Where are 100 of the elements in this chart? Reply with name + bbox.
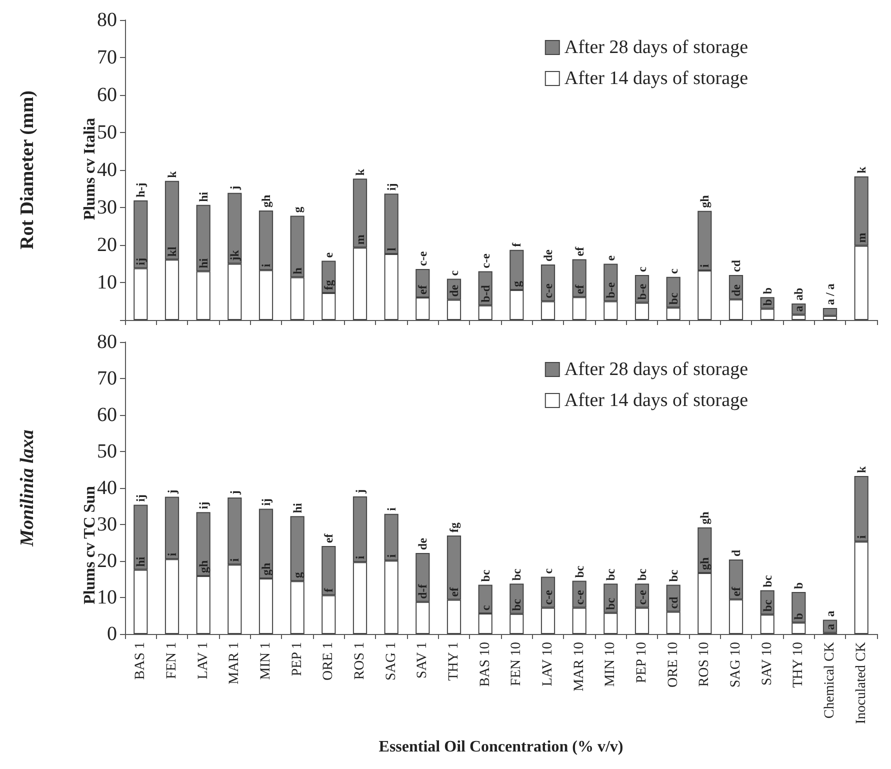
x-tick-label: THY 1: [446, 642, 462, 681]
x-tick-label: SAV 1: [415, 642, 430, 678]
data-label: bc: [572, 565, 586, 578]
data-label: ij: [134, 494, 148, 502]
x-tick-label: FEN 1: [164, 642, 180, 679]
data-label: de: [416, 537, 430, 550]
data-label: i: [384, 554, 398, 558]
data-label: g: [290, 572, 304, 578]
y-tick-label: 60: [97, 84, 117, 106]
y-tick-label: 40: [97, 159, 117, 181]
data-label: bc: [635, 568, 649, 581]
text: Plums cv Italia: [82, 118, 98, 220]
data-label: kl: [165, 246, 179, 257]
data-label: ij: [259, 498, 273, 506]
data-label: jk: [228, 250, 242, 262]
data-label: a: [792, 306, 806, 312]
data-label: bc: [510, 598, 524, 611]
data-label: ef: [572, 284, 586, 294]
data-label: f: [510, 242, 524, 247]
data-label: gh: [259, 562, 273, 576]
y-tick-label: 70: [97, 368, 117, 390]
data-label: ef: [729, 586, 743, 596]
data-label: gh: [698, 557, 712, 570]
data-label: c: [478, 604, 492, 611]
data-label: l: [384, 247, 398, 251]
y-tick-label: 70: [97, 46, 117, 68]
bar: [822, 308, 838, 316]
data-label: d-f: [416, 583, 430, 599]
data-label: k: [165, 170, 179, 178]
data-label: ef: [416, 284, 430, 294]
x-tick-label: ROS 10: [697, 642, 712, 687]
data-label: ab: [792, 288, 806, 300]
x-tick-label: PEP 10: [634, 642, 650, 684]
data-label: j: [228, 186, 242, 191]
data-label: a: [823, 610, 837, 617]
data-label: c-e: [478, 252, 492, 268]
y-tick-label: 10: [97, 272, 117, 294]
data-label: ef: [322, 532, 336, 544]
data-label: cd: [729, 260, 743, 272]
y-tick-label: 10: [97, 586, 117, 608]
data-label: m: [353, 234, 367, 245]
legend-label: After 14 days of storage: [564, 68, 748, 89]
data-label: i: [698, 264, 712, 268]
x-tick-label: LAV 1: [196, 642, 211, 680]
data-label: b-d: [478, 284, 492, 302]
data-label: m: [854, 232, 868, 243]
data-label: de: [447, 284, 461, 297]
data-label: c: [541, 568, 555, 574]
data-label: bc: [604, 568, 618, 581]
data-label: hi: [196, 191, 210, 202]
data-label: ef: [572, 246, 586, 256]
legend-label: After 28 days of storage: [564, 37, 748, 58]
data-label: j: [165, 490, 179, 495]
x-tick-label: ORE 10: [666, 642, 681, 688]
data-label: g: [290, 206, 304, 213]
data-label: fg: [322, 280, 336, 290]
x-tick-label: Inoculated CK: [854, 642, 869, 724]
data-label: h: [290, 267, 304, 274]
data-label: ij: [196, 502, 210, 510]
data-label: f: [322, 587, 336, 592]
x-tick-label: PEP 1: [290, 642, 305, 676]
x-tick-label: BAS 10: [478, 642, 493, 687]
x-axis-title: Essential Oil Concentration (% v/v): [378, 738, 624, 756]
data-label: cd: [666, 596, 680, 609]
data-label: i: [165, 552, 179, 556]
data-label: b: [792, 582, 806, 590]
x-tick-label: FEN 10: [509, 642, 524, 686]
x-tick-label: ORE 1: [321, 642, 336, 680]
data-label: gh: [259, 194, 273, 208]
data-label: i: [854, 534, 868, 539]
data-label: de: [729, 284, 743, 296]
x-tick-label: BAS 1: [133, 642, 148, 680]
data-label: bc: [666, 292, 680, 305]
y-tick-label: 30: [97, 196, 117, 218]
data-label: c-e: [572, 589, 586, 605]
y-tick-label: 60: [97, 404, 117, 426]
data-label: c: [447, 270, 461, 276]
data-label: bc: [604, 597, 618, 610]
data-label: bc: [760, 598, 774, 612]
x-tick-label: ROS 1: [352, 642, 368, 680]
x-tick-label: SAV 10: [760, 642, 775, 686]
data-label: j: [353, 489, 367, 494]
data-label: a / a: [823, 284, 837, 305]
data-label: c-e: [416, 250, 430, 266]
data-label: e: [322, 252, 336, 258]
data-label: gh: [698, 194, 712, 208]
data-label: e: [604, 254, 618, 261]
x-tick-label: MIN 1: [258, 642, 274, 680]
x-tick-label: MIN 10: [603, 642, 618, 687]
data-label: gh: [698, 511, 712, 524]
x-tick-label: MAR 10: [572, 642, 587, 692]
data-label: i: [228, 558, 242, 562]
data-label: hi: [196, 258, 210, 268]
data-label: ij: [134, 258, 148, 266]
data-label: fg: [447, 522, 461, 532]
y-tick-label: 20: [97, 550, 117, 572]
data-label: j: [228, 490, 242, 496]
data-label: ij: [384, 183, 398, 191]
x-tick-label: SAG 1: [384, 642, 399, 681]
y-tick-label: 30: [97, 514, 117, 536]
